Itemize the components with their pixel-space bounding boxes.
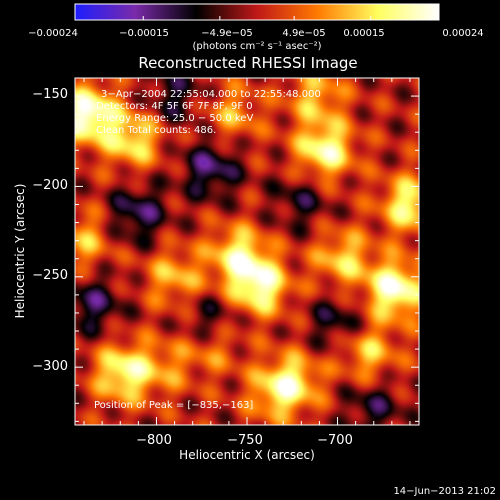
colorbar-tick-label: −4.9e−05 [201,28,253,39]
annotation-energy: Energy Range: 25.0 − 50.0 keV [96,113,253,124]
colorbar-tick-label: 4.9e−05 [282,28,325,39]
annotation-detectors: Detectors: 4F 5F 6F 7F 8F, 9F 0 [96,101,253,112]
chart-title: Reconstructed RHESSI Image [138,54,357,72]
y-tick-label: −150 [32,87,68,102]
colorbar-tick-label: 0.00024 [442,28,483,39]
colorbar-tick-label: −0.00024 [28,28,78,39]
annotation-time-range: 3−Apr−2004 22:55:04.000 to 22:55:48.000 [101,89,321,100]
axis-ticks [75,77,419,425]
heatmap-image [75,78,419,425]
x-tick-label: −800 [136,433,172,448]
y-tick-label: −250 [32,268,68,283]
colorbar-ticks [74,16,440,20]
y-tick-label: −200 [32,178,68,193]
x-tick-label: −750 [227,433,263,448]
colorbar-tick-label: −0.00015 [119,28,169,39]
annotation-peak: Position of Peak = [−835,−163] [94,400,253,411]
colorbar-tick-label: 0.00015 [343,28,384,39]
x-axis-label: Heliocentric X (arcsec) [179,448,315,462]
footer-timestamp: 14−Jun−2013 21:02 [393,486,496,497]
annotation-clean: Clean Total counts: 486. [96,125,216,136]
y-axis-label: Heliocentric Y (arcsec) [13,184,27,319]
y-tick-label: −300 [32,359,68,374]
colorbar-unit-label: (photons cm⁻² s⁻¹ asec⁻²) [192,41,321,52]
x-tick-label: −700 [317,433,353,448]
colorbar [74,3,440,21]
